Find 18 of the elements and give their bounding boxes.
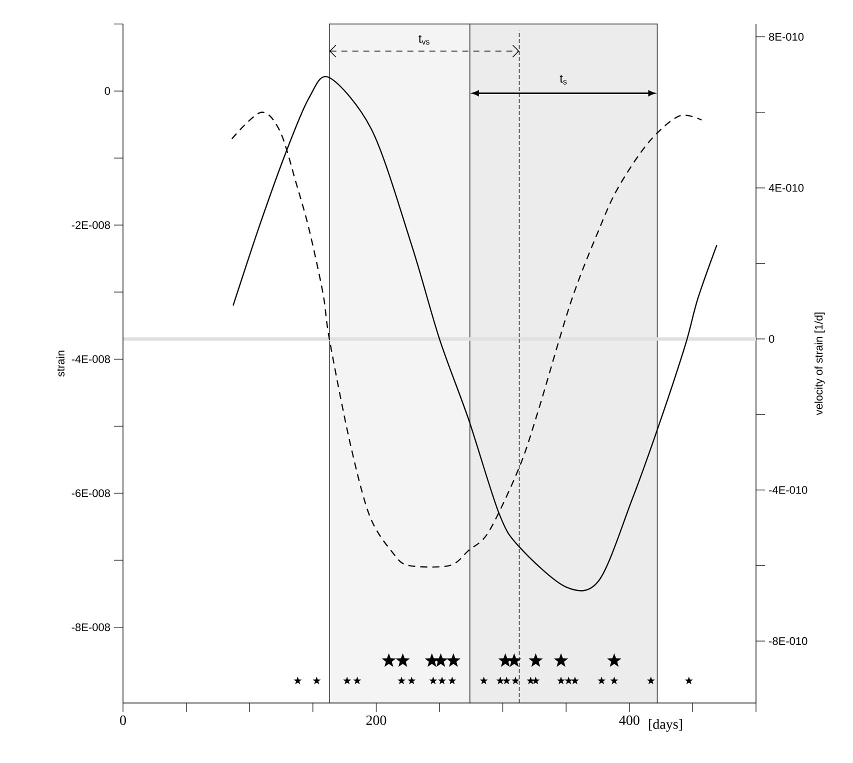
y-tick-label: -4E-008 [72, 355, 110, 364]
y-tick-label: -2E-008 [72, 221, 110, 229]
y2-tick-label: -4E-010 [769, 486, 808, 494]
x-axis-title: [days] [649, 719, 682, 732]
y2-tick-label: 8E-010 [769, 32, 804, 41]
annotation: t$_{vs}$ [418, 34, 430, 45]
x-tick-label: 200 [366, 716, 386, 725]
band-label: t$_{s}$ [560, 74, 567, 84]
y-tick-label: -6E-008 [72, 489, 110, 498]
y2-tick-label: -8E-010 [769, 637, 808, 645]
y-tick-label: -8E-008 [72, 623, 110, 632]
x-tick-label: 0 [120, 716, 126, 725]
x-tick-label: 400 [619, 716, 640, 725]
y2-tick-label: 0 [768, 335, 774, 343]
y2-axis-title: velocity of strain [1/d] [814, 312, 825, 416]
y2-tick-label: 4E-010 [768, 184, 804, 192]
y-axis-title: strain [56, 350, 64, 377]
y-tick-label: 0 [104, 87, 110, 95]
